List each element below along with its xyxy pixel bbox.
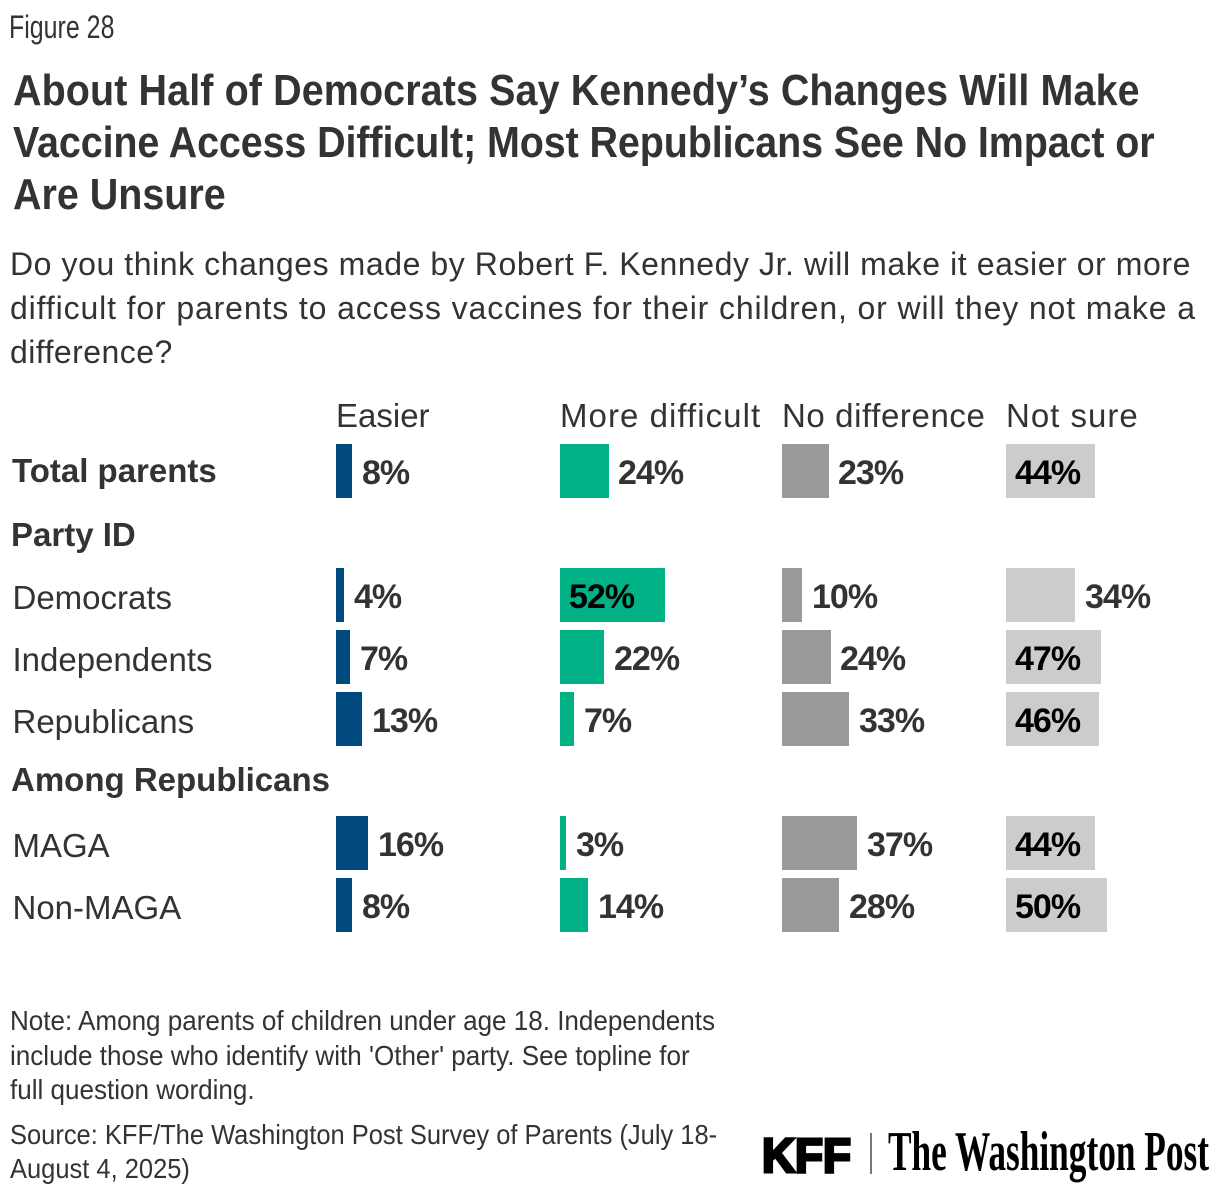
svg-text:The Washington Post: The Washington Post bbox=[888, 1121, 1209, 1183]
svg-text:KFF: KFF bbox=[762, 1130, 851, 1183]
